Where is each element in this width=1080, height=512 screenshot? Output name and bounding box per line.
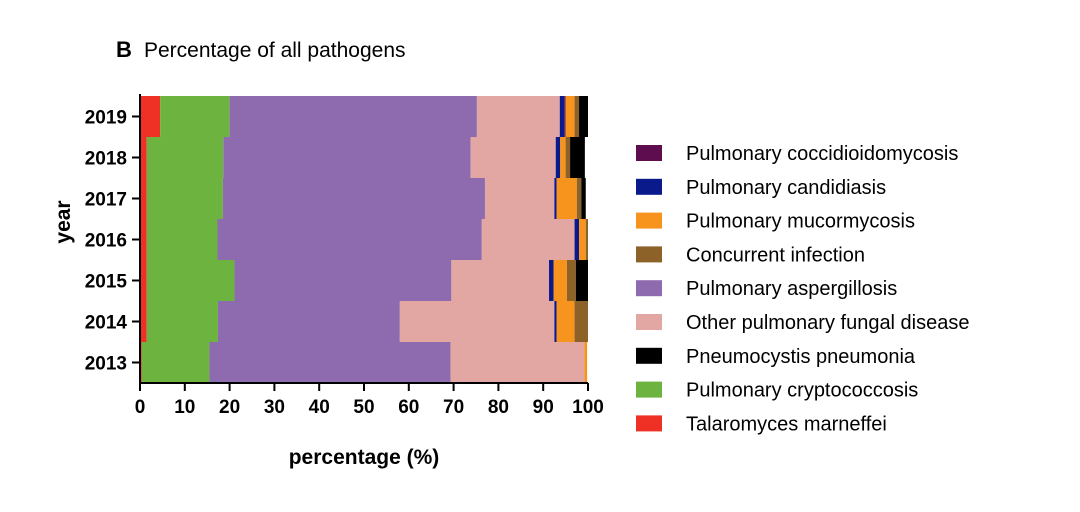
bar-segment-2014-7 (574, 301, 588, 342)
x-tick-label: 60 (398, 397, 419, 418)
bar-segment-2019-4 (559, 96, 565, 137)
legend-swatch (636, 178, 662, 195)
legend-swatch (636, 314, 662, 330)
legend-swatch (636, 246, 662, 263)
bar-segment-2019-2 (229, 96, 477, 137)
chart-title: Percentage of all pathogens (144, 39, 406, 62)
x-tick-label: 10 (174, 397, 195, 418)
x-tick-label: 100 (572, 397, 604, 418)
bar-segment-2018-7 (565, 137, 571, 178)
bar-segment-2015-0 (140, 260, 147, 301)
legend-swatch (636, 415, 662, 432)
bar-segment-2019-5 (564, 96, 566, 137)
bar-segment-2016-6 (579, 219, 586, 260)
legend: Pulmonary coccidioidomycosis Pulmonary ca… (636, 143, 970, 435)
x-tick-label: 0 (135, 397, 146, 418)
bar-segment-2019-7 (574, 96, 580, 137)
bar-segment-2018-3 (470, 137, 556, 178)
bar-segment-2015-6 (553, 260, 567, 301)
bar-segment-2017-8 (581, 178, 586, 219)
bar-segment-2015-8 (575, 260, 588, 301)
bar-segment-2018-6 (560, 137, 566, 178)
legend-swatch (636, 347, 662, 364)
bar-segment-2017-4 (554, 178, 557, 219)
x-tick-label: 90 (533, 397, 554, 418)
bar-segment-2013-1 (141, 342, 210, 383)
bar-segment-2013-6 (584, 342, 588, 383)
bar-segment-2014-2 (217, 301, 400, 342)
bar-segment-2014-6 (556, 301, 575, 342)
bar-segment-2017-2 (222, 178, 485, 219)
legend-swatch (636, 212, 662, 229)
bar-segment-2016-3 (481, 219, 575, 260)
y-axis-label: year (52, 200, 75, 243)
bar-segment-2015-7 (566, 260, 576, 301)
x-tick-label: 20 (219, 397, 240, 418)
bar-segment-2017-6 (556, 178, 577, 219)
bar-segment-2016-0 (140, 219, 147, 260)
bar-segment-2019-1 (160, 96, 230, 137)
bar-segment-2018-0 (140, 137, 147, 178)
x-axis-label: percentage (%) (289, 446, 440, 469)
bar-segment-2013-2 (209, 342, 451, 383)
legend-label: Other pulmonary fungal disease (686, 312, 970, 334)
bar-segment-2014-0 (140, 301, 147, 342)
legend-label: Pulmonary mucormycosis (686, 211, 915, 233)
y-tick-label: 2016 (85, 231, 127, 252)
legend-swatch (636, 145, 662, 161)
bar-segment-2019-3 (476, 96, 560, 137)
bar-segment-2017-1 (146, 178, 223, 219)
bar-segment-2016-4 (574, 219, 580, 260)
y-tick-label: 2013 (85, 354, 127, 375)
legend-label: Concurrent infection (686, 244, 865, 266)
bar-segment-2018-4 (555, 137, 561, 178)
bar-segment-2014-4 (554, 301, 557, 342)
bar-segment-2013-3 (450, 342, 585, 383)
y-tick-label: 2017 (85, 190, 127, 211)
x-tick-label: 40 (309, 397, 330, 418)
bar-segment-2015-1 (146, 260, 235, 301)
axes-layer: 0 10 20 30 40 50 60 70 80 90 100 2013 2014 2015 2016 20… (85, 94, 604, 418)
bar-segment-2015-2 (234, 260, 452, 301)
bar-segment-2015-3 (451, 260, 550, 301)
bar-segment-2016-1 (146, 219, 218, 260)
bar-segment-2016-2 (217, 219, 482, 260)
bar-segment-2014-3 (399, 301, 555, 342)
legend-swatch (636, 381, 662, 398)
bars-layer (140, 96, 588, 383)
x-tick-label: 70 (443, 397, 464, 418)
bar-segment-2014-1 (146, 301, 218, 342)
legend-label: Pneumocystis pneumonia (686, 346, 916, 368)
x-tick-label: 50 (353, 397, 374, 418)
legend-label: Pulmonary coccidioidomycosis (686, 143, 958, 165)
legend-label: Pulmonary cryptococcosis (686, 380, 918, 402)
bar-segment-2018-1 (146, 137, 224, 178)
bar-segment-2019-6 (565, 96, 575, 137)
y-tick-label: 2018 (85, 149, 127, 170)
legend-label: Pulmonary aspergillosis (686, 278, 897, 300)
legend-swatch (636, 280, 662, 297)
bar-segment-2018-8 (570, 137, 585, 178)
panel-letter: B (116, 37, 132, 62)
bar-segment-2017-0 (140, 178, 147, 219)
bar-segment-2016-7 (585, 219, 588, 260)
legend-label: Pulmonary candidiasis (686, 177, 886, 199)
y-tick-label: 2015 (85, 272, 128, 293)
x-tick-label: 80 (488, 397, 509, 418)
bar-segment-2017-7 (576, 178, 582, 219)
y-tick-label: 2019 (85, 108, 127, 129)
legend-label: Talaromyces marneffei (686, 413, 887, 435)
bar-segment-2019-0 (140, 96, 161, 137)
x-tick-label: 30 (264, 397, 285, 418)
bar-segment-2019-8 (579, 96, 588, 137)
y-tick-label: 2014 (85, 313, 128, 334)
bar-segment-2017-3 (484, 178, 555, 219)
bar-segment-2018-2 (223, 137, 471, 178)
bar-segment-2015-4 (549, 260, 554, 301)
